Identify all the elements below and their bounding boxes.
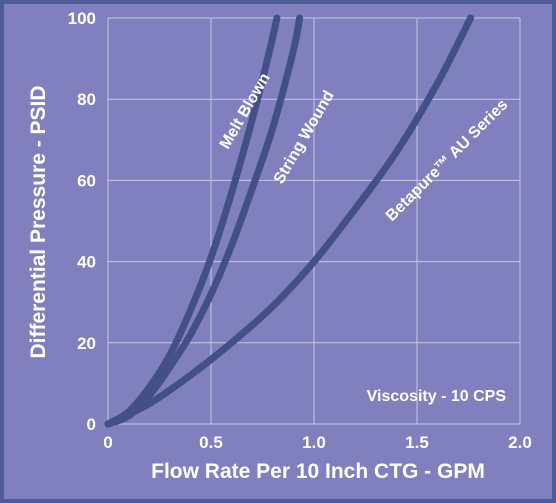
y-tick-label: 100 — [68, 9, 96, 28]
y-tick-label: 60 — [77, 171, 96, 190]
y-axis-title: Differential Pressure - PSID — [27, 85, 50, 358]
x-tick-label: 2.0 — [508, 433, 532, 452]
viscosity-annotation: Viscosity - 10 CPS — [367, 388, 507, 405]
y-tick-label: 0 — [87, 415, 96, 434]
series-lines — [104, 14, 475, 428]
x-tick-label: 1.0 — [302, 433, 326, 452]
x-tick-label: 1.5 — [405, 433, 429, 452]
series-line-1 — [104, 14, 304, 428]
series-line-0 — [104, 14, 281, 428]
y-tick-label: 40 — [77, 253, 96, 272]
x-tick-label: 0 — [103, 433, 112, 452]
series-line-2 — [104, 14, 475, 428]
tick-labels: 0 0.5 1.0 1.5 2.0 0 20 40 60 80 100 — [68, 9, 532, 452]
x-axis-title: Flow Rate Per 10 Inch CTG - GPM — [151, 460, 485, 483]
y-tick-label: 20 — [77, 334, 96, 353]
y-tick-label: 80 — [77, 90, 96, 109]
x-tick-label: 0.5 — [199, 433, 223, 452]
